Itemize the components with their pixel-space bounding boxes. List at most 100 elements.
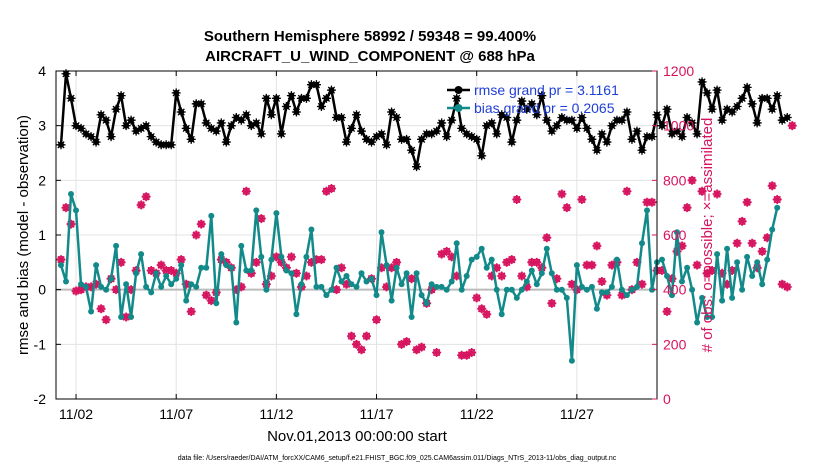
bias-point-19 bbox=[153, 270, 160, 277]
rmse-star-8 bbox=[96, 110, 106, 120]
rmse-star-72 bbox=[417, 134, 427, 144]
rmse-star-141 bbox=[762, 93, 772, 103]
obs-assimilated-61 bbox=[362, 331, 372, 341]
y-right-tick-label-4: 800 bbox=[663, 172, 687, 188]
obs-assimilated-143 bbox=[772, 194, 782, 204]
rmse-star-113 bbox=[622, 107, 632, 117]
obs-assimilated-91 bbox=[512, 194, 522, 204]
bias-point-112 bbox=[618, 286, 625, 293]
obs-assimilated-113 bbox=[622, 186, 632, 196]
bias-point-36 bbox=[238, 242, 245, 249]
bias-point-0 bbox=[58, 262, 64, 269]
bias-point-110 bbox=[608, 283, 615, 290]
rmse-star-12 bbox=[116, 91, 126, 101]
rmse-star-114 bbox=[627, 134, 637, 144]
rmse-star-115 bbox=[632, 126, 642, 136]
bias-point-135 bbox=[734, 259, 741, 266]
obs-assimilated-82 bbox=[467, 348, 477, 358]
bias-point-142 bbox=[769, 226, 776, 233]
bias-point-3 bbox=[73, 207, 79, 214]
obs-assimilated-77 bbox=[442, 246, 452, 256]
bias-point-78 bbox=[448, 278, 455, 285]
rmse-star-23 bbox=[171, 88, 181, 98]
bias-point-29 bbox=[203, 264, 210, 271]
bias-point-62 bbox=[368, 275, 375, 282]
bias-point-10 bbox=[108, 275, 115, 282]
obs-assimilated-26 bbox=[186, 307, 196, 317]
bias-point-46 bbox=[288, 270, 295, 277]
bias-point-33 bbox=[223, 262, 230, 269]
rmse-star-14 bbox=[126, 115, 136, 125]
rmse-star-4 bbox=[76, 123, 86, 133]
rmse-star-124 bbox=[677, 132, 687, 142]
rmse-star-97 bbox=[542, 115, 552, 125]
rmse-star-136 bbox=[737, 93, 747, 103]
bias-point-93 bbox=[523, 278, 530, 285]
rmse-star-17 bbox=[141, 121, 151, 131]
bias-point-80 bbox=[458, 286, 465, 293]
obs-assimilated-146 bbox=[787, 121, 797, 131]
bias-point-69 bbox=[403, 270, 410, 277]
rmse-star-75 bbox=[432, 126, 442, 136]
rmse-star-106 bbox=[587, 134, 597, 144]
obs-assimilated-16 bbox=[136, 200, 146, 210]
bias-point-27 bbox=[193, 283, 200, 290]
rmse-star-40 bbox=[256, 129, 266, 139]
rmse-star-10 bbox=[106, 132, 116, 142]
rmse-star-11 bbox=[111, 104, 121, 114]
rmse-star-139 bbox=[752, 118, 762, 128]
bias-point-113 bbox=[623, 292, 630, 299]
obs-count-markers bbox=[56, 121, 797, 360]
bias-point-105 bbox=[583, 286, 590, 293]
y-right-tick-label-5: 1000 bbox=[663, 118, 694, 134]
bias-point-16 bbox=[138, 251, 145, 258]
bias-point-107 bbox=[593, 305, 600, 312]
bias-point-11 bbox=[113, 242, 120, 249]
bias-point-25 bbox=[183, 297, 190, 304]
chart-title-line2: AIRCRAFT_U_WIND_COMPONENT @ 688 hPa bbox=[205, 48, 535, 65]
bias-point-43 bbox=[273, 210, 280, 217]
obs-assimilated-85 bbox=[482, 309, 492, 319]
bias-point-4 bbox=[78, 281, 84, 288]
obs-assimilated-69 bbox=[402, 337, 412, 347]
bias-point-30 bbox=[208, 212, 215, 219]
bias-point-83 bbox=[473, 253, 480, 260]
bias-point-129 bbox=[704, 314, 711, 320]
bias-point-143 bbox=[774, 204, 781, 211]
rmse-star-129 bbox=[702, 88, 712, 98]
y-right-tick-label-2: 400 bbox=[663, 282, 687, 298]
bias-point-102 bbox=[568, 357, 575, 364]
bias-point-99 bbox=[553, 286, 560, 293]
rmse-star-93 bbox=[522, 104, 532, 114]
obs-assimilated-79 bbox=[452, 271, 462, 281]
y-right-tick-label-6: 1200 bbox=[663, 63, 694, 79]
rmse-star-130 bbox=[707, 104, 717, 114]
rmse-star-96 bbox=[537, 91, 547, 101]
bias-point-82 bbox=[468, 256, 475, 263]
rmse-star-57 bbox=[341, 137, 351, 147]
bias-point-97 bbox=[543, 245, 550, 252]
bias-point-51 bbox=[313, 283, 320, 290]
bias-point-87 bbox=[493, 286, 500, 293]
obs-assimilated-12 bbox=[116, 257, 126, 267]
bias-point-109 bbox=[603, 289, 610, 296]
rmse-star-132 bbox=[717, 115, 727, 125]
bias-point-92 bbox=[518, 286, 525, 293]
rmse-star-137 bbox=[742, 82, 752, 92]
bias-point-7 bbox=[93, 262, 100, 269]
bias-point-74 bbox=[428, 281, 435, 288]
obs-assimilated-107 bbox=[592, 241, 602, 251]
obs-assimilated-140 bbox=[757, 246, 767, 256]
rmse-star-22 bbox=[166, 140, 176, 150]
bias-point-85 bbox=[483, 264, 490, 271]
obs-assimilated-72 bbox=[417, 342, 427, 352]
bias-point-57 bbox=[343, 273, 350, 279]
obs-assimilated-84 bbox=[477, 304, 487, 314]
legend-item-bias: bias grand pr = 0.2065 bbox=[447, 100, 615, 116]
obs-assimilated-145 bbox=[782, 282, 792, 292]
rmse-star-2 bbox=[66, 93, 76, 103]
rmse-star-126 bbox=[687, 118, 697, 128]
obs-assimilated-9 bbox=[101, 315, 111, 325]
bias-point-50 bbox=[308, 226, 315, 233]
rmse-star-49 bbox=[301, 93, 311, 103]
